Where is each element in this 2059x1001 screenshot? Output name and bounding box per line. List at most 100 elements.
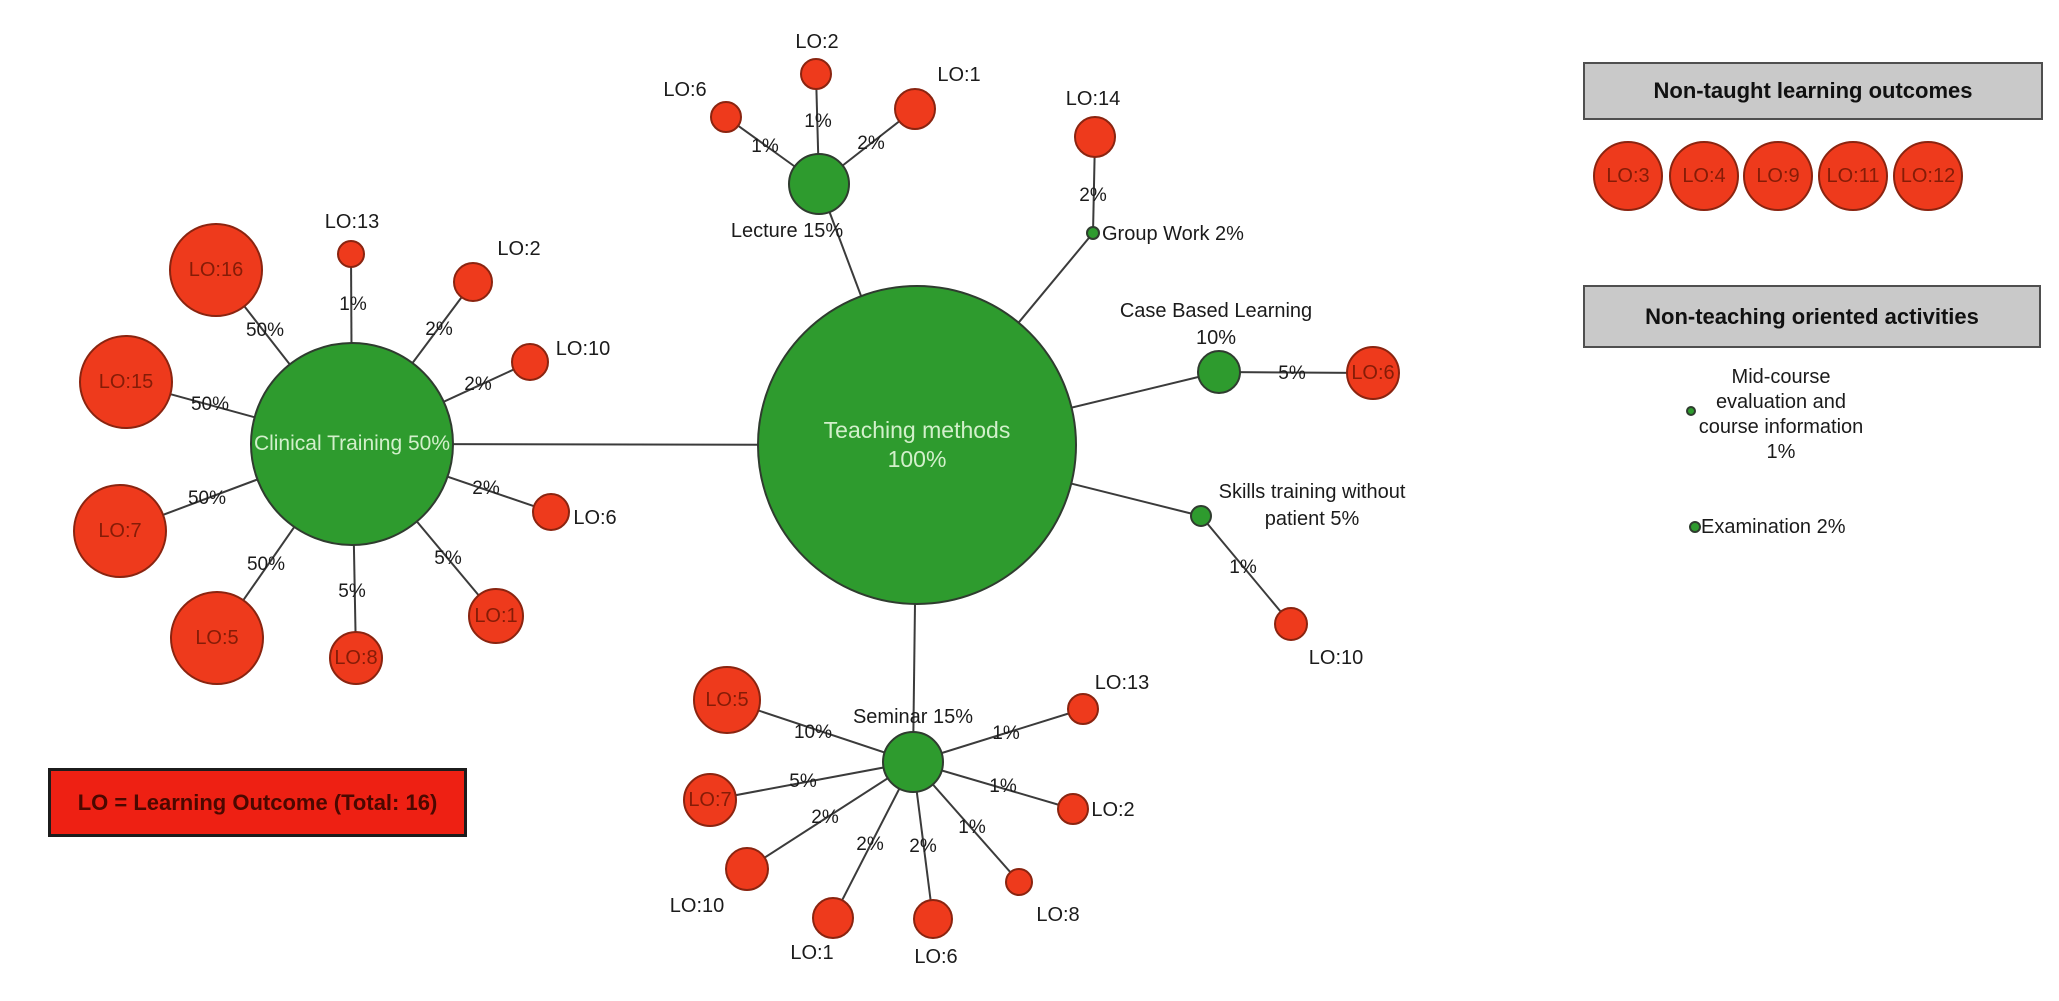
label-clinical-lo6: LO:6 xyxy=(573,507,617,529)
pct-clinical-lo6: 2% xyxy=(472,478,500,499)
label-lecture-lo6: LO:6 xyxy=(663,79,707,101)
label-clinical-lo7: LO:7 xyxy=(98,519,142,542)
label-seminar-lo7: LO:7 xyxy=(688,788,732,811)
pct-clinical-lo7: 50% xyxy=(187,488,227,509)
non-teaching-header: Non-teaching oriented activities xyxy=(1583,285,2041,348)
examination-label: Examination 2% xyxy=(1701,516,1846,538)
node-examination-dot xyxy=(1689,521,1701,533)
case-based-label-line2: 10% xyxy=(1195,327,1237,349)
node-seminar-lo6 xyxy=(913,899,953,939)
legend-box: LO = Learning Outcome (Total: 16) xyxy=(48,768,467,837)
node-nontaught-lo11: LO:11 xyxy=(1818,141,1888,211)
label-lecture-lo2: LO:2 xyxy=(795,31,839,53)
label-seminar-lo10: LO:10 xyxy=(669,895,725,917)
node-lecture-lo6 xyxy=(710,101,742,133)
pct-lecture-lo6: 1% xyxy=(751,136,779,157)
midcourse-line4: 1% xyxy=(1766,441,1796,463)
node-casebased-lo6: LO:6 xyxy=(1346,346,1400,400)
pct-seminar-lo10: 2% xyxy=(811,807,839,828)
label-nontaught-lo3: LO:3 xyxy=(1606,164,1650,187)
label-lecture-lo1: LO:1 xyxy=(937,64,981,86)
node-lecture-lo1 xyxy=(894,88,936,130)
node-clinical-lo8: LO:8 xyxy=(329,631,383,685)
pct-clinical-lo16: 50% xyxy=(245,320,285,341)
node-lecture-lo2 xyxy=(800,58,832,90)
label-clinical-lo15: LO:15 xyxy=(98,370,154,393)
teaching-methods-line1: Teaching methods xyxy=(823,417,1011,443)
node-seminar-lo7: LO:7 xyxy=(683,773,737,827)
midcourse-line2: evaluation and xyxy=(1715,391,1847,413)
pct-casebased-lo6: 5% xyxy=(1278,363,1306,384)
node-clinical-lo15: LO:15 xyxy=(79,335,173,429)
pct-groupwork-lo14: 2% xyxy=(1079,185,1107,206)
label-seminar-lo2: LO:2 xyxy=(1091,799,1135,821)
label-clinical-lo1: LO:1 xyxy=(474,604,518,627)
midcourse-line3: course information xyxy=(1698,416,1864,438)
non-taught-header: Non-taught learning outcomes xyxy=(1583,62,2043,120)
node-skills-training-label: Skills training without patient 5% xyxy=(1219,479,1406,533)
label-clinical-lo10: LO:10 xyxy=(555,338,611,360)
edge xyxy=(746,761,914,870)
node-groupwork-lo14 xyxy=(1074,116,1116,158)
pct-clinical-lo1: 5% xyxy=(434,548,462,569)
pct-seminar-lo1: 2% xyxy=(856,834,884,855)
pct-skills-lo10: 1% xyxy=(1229,557,1257,578)
node-group-work-label: Group Work 2% xyxy=(1102,223,1244,245)
case-based-label-line1: Case Based Learning xyxy=(1119,300,1313,322)
label-clinical-lo16: LO:16 xyxy=(188,258,244,281)
label-casebased-lo6: LO:6 xyxy=(1351,361,1395,384)
node-clinical-training-label: Clinical Training 50% xyxy=(253,432,451,455)
label-nontaught-lo12: LO:12 xyxy=(1900,164,1956,187)
node-seminar-lo1 xyxy=(812,897,854,939)
midcourse-line1: Mid-course xyxy=(1731,366,1831,388)
node-seminar xyxy=(882,731,944,793)
pct-lecture-lo2: 1% xyxy=(804,111,832,132)
node-seminar-label: Seminar 15% xyxy=(852,706,974,728)
label-nontaught-lo9: LO:9 xyxy=(1756,164,1800,187)
pct-clinical-lo13: 1% xyxy=(339,294,367,315)
label-groupwork-lo14: LO:14 xyxy=(1065,88,1121,110)
pct-clinical-lo5: 50% xyxy=(246,554,286,575)
pct-seminar-lo8: 1% xyxy=(958,817,986,838)
pct-lecture-lo1: 2% xyxy=(857,133,885,154)
node-nontaught-lo3: LO:3 xyxy=(1593,141,1663,211)
label-clinical-lo5: LO:5 xyxy=(195,626,239,649)
node-clinical-lo2 xyxy=(453,262,493,302)
node-clinical-lo10 xyxy=(511,343,549,381)
node-lecture-label: Lecture 15% xyxy=(730,220,844,242)
node-seminar-lo2 xyxy=(1057,793,1089,825)
node-lecture xyxy=(788,153,850,215)
node-nontaught-lo4: LO:4 xyxy=(1669,141,1739,211)
label-seminar-lo8: LO:8 xyxy=(1036,904,1080,926)
node-nontaught-lo9: LO:9 xyxy=(1743,141,1813,211)
node-clinical-lo5: LO:5 xyxy=(170,591,264,685)
label-seminar-lo1: LO:1 xyxy=(790,942,834,964)
label-clinical-lo2: LO:2 xyxy=(497,238,541,260)
node-clinical-lo16: LO:16 xyxy=(169,223,263,317)
node-clinical-lo1: LO:1 xyxy=(468,588,524,644)
label-nontaught-lo4: LO:4 xyxy=(1682,164,1726,187)
pct-seminar-lo2: 1% xyxy=(989,776,1017,797)
node-clinical-lo13 xyxy=(337,240,365,268)
node-case-based-learning-label: Case Based Learning 10% xyxy=(1120,298,1312,352)
edge xyxy=(1200,515,1292,625)
pct-seminar-lo5: 10% xyxy=(793,722,833,743)
node-clinical-training: Clinical Training 50% xyxy=(250,342,454,546)
teaching-methods-line2: 100% xyxy=(887,446,947,472)
legend-text: LO = Learning Outcome (Total: 16) xyxy=(77,789,438,815)
pct-seminar-lo6: 2% xyxy=(909,836,937,857)
non-taught-title: Non-taught learning outcomes xyxy=(1653,78,1973,103)
skills-label-line2: patient 5% xyxy=(1264,508,1360,530)
pct-seminar-lo7: 5% xyxy=(789,771,817,792)
midcourse-label: Mid-course evaluation and course informa… xyxy=(1699,365,1864,465)
pct-clinical-lo8: 5% xyxy=(338,581,366,602)
edge xyxy=(709,761,914,801)
label-seminar-lo13: LO:13 xyxy=(1094,672,1150,694)
node-midcourse-dot xyxy=(1686,406,1696,416)
node-skills-training xyxy=(1190,505,1212,527)
pct-clinical-lo10: 2% xyxy=(464,374,492,395)
node-nontaught-lo12: LO:12 xyxy=(1893,141,1963,211)
pct-clinical-lo2: 2% xyxy=(425,319,453,340)
label-seminar-lo5: LO:5 xyxy=(705,688,749,711)
